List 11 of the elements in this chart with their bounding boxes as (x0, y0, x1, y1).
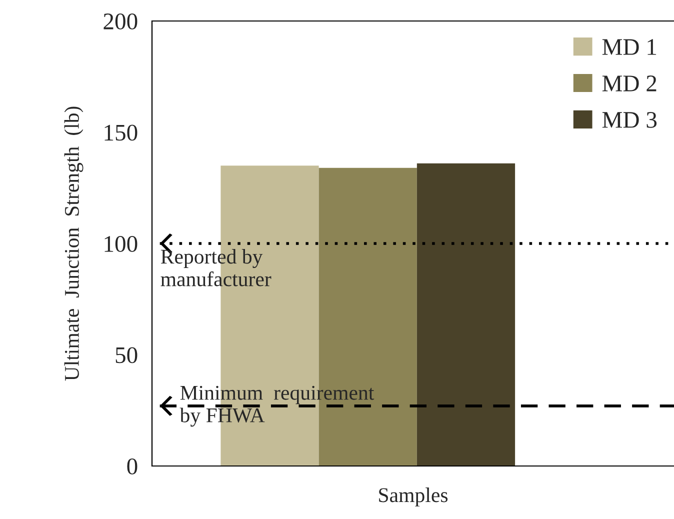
y-axis-title: Ultimate Junction Strength (lb) (64, 106, 84, 381)
y-tick-label: 0 (127, 458, 138, 474)
legend-label: MD 3 (602, 112, 657, 128)
ref-line-label: Reported by manufacturer (160, 249, 272, 286)
legend-label: MD 2 (602, 76, 656, 92)
y-tick-label: 200 (104, 13, 138, 30)
legend-label: MD 1 (602, 39, 656, 55)
y-tick-label: 50 (116, 347, 138, 364)
x-axis-title: Samples (379, 488, 448, 506)
y-tick-label: 100 (104, 236, 138, 252)
y-tick-label: 150 (104, 124, 138, 141)
